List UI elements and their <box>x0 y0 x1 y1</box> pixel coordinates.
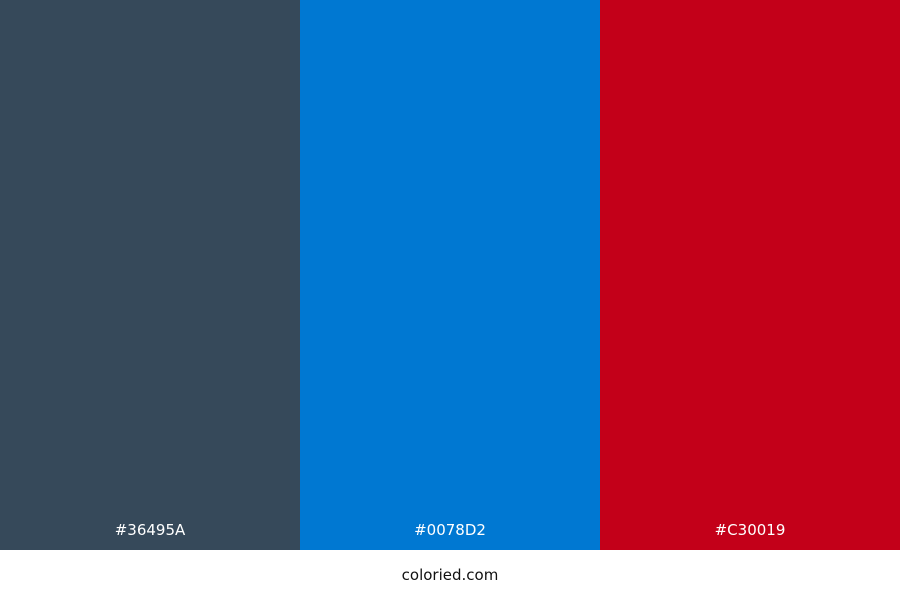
swatch-hex-label: #36495A <box>114 521 186 539</box>
color-swatch: #36495A <box>0 0 300 550</box>
site-footer: coloried.com <box>0 550 900 600</box>
swatch-hex-label: #0078D2 <box>414 521 486 539</box>
color-palette: #36495A #0078D2 #C30019 <box>0 0 900 550</box>
color-swatch: #0078D2 <box>300 0 600 550</box>
color-swatch: #C30019 <box>600 0 900 550</box>
site-name: coloried.com <box>401 566 499 584</box>
swatch-hex-label: #C30019 <box>714 521 786 539</box>
